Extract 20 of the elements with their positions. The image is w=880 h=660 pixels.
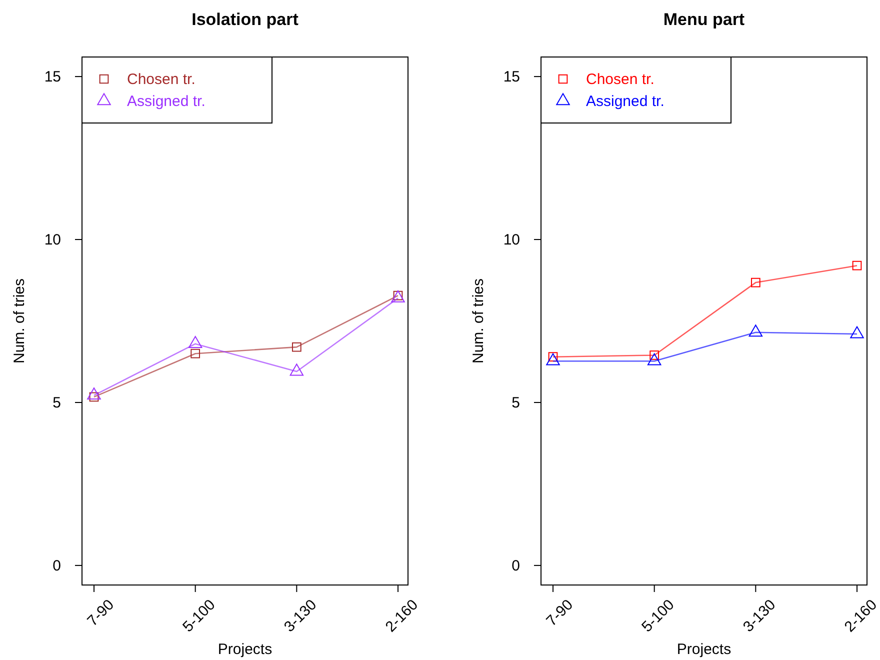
y-axis-title: Num. of tries <box>470 278 487 364</box>
x-axis-title: Projects <box>676 641 732 658</box>
legend-label: Chosen tr. <box>127 71 196 88</box>
chart-title: Isolation part <box>192 10 299 29</box>
y-tick-label: 0 <box>512 557 520 574</box>
y-tick-label: 5 <box>512 394 520 412</box>
y-axis-title: Num. of tries <box>11 278 28 364</box>
x-tick-label: 7-90 <box>84 596 118 630</box>
x-axis-title: Projects <box>218 641 272 658</box>
y-tick-label: 15 <box>503 68 520 86</box>
legend-label: Assigned tr. <box>127 93 206 110</box>
x-tick-label: 7-90 <box>543 596 576 630</box>
y-tick-label: 10 <box>503 231 520 248</box>
y-tick-label: 15 <box>44 68 61 86</box>
y-tick-label: 5 <box>52 394 61 412</box>
legend-label: Assigned tr. <box>586 93 664 110</box>
chart-title: Menu part <box>663 10 745 29</box>
y-tick-label: 10 <box>44 231 61 248</box>
legend-label: Chosen tr. <box>586 71 654 88</box>
y-tick-label: 0 <box>52 557 61 574</box>
